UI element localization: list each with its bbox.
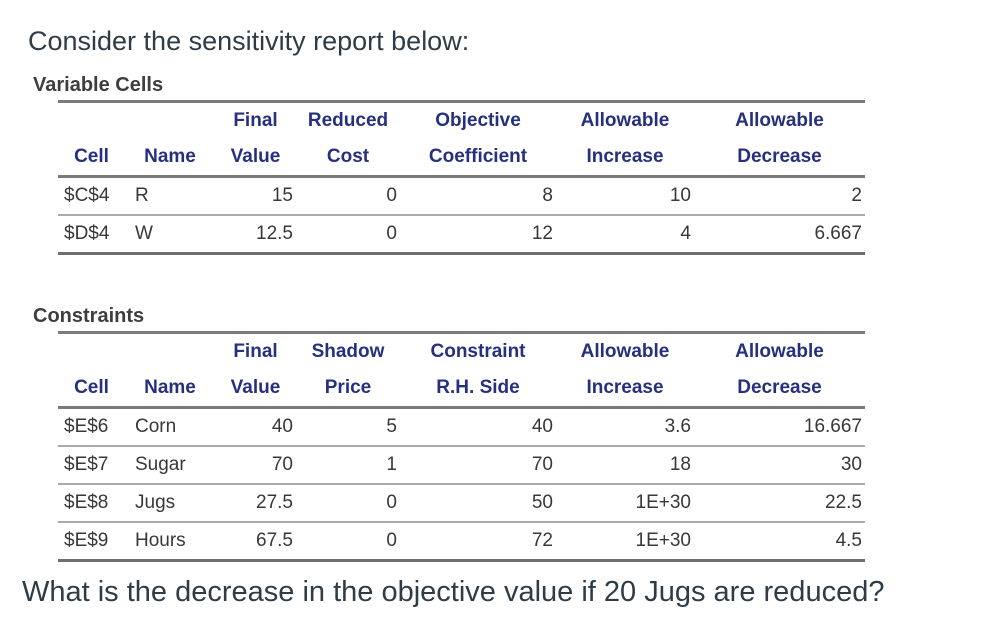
table-cell: 3.6 [556,407,694,447]
table-cell: 6.667 [814,223,862,244]
column-header [58,333,125,371]
table-cell: 72 [531,530,553,551]
table-cell: 8 [400,176,556,216]
table-cell: Hours [135,530,186,551]
column-header: Allowable [735,341,824,362]
question-text: What is the decrease in the objective va… [22,576,885,608]
column-header: Objective [435,110,521,131]
constraints-table: Final Shadow Constraint Allowable Allowa… [58,331,865,562]
table-cell: 0 [296,176,400,216]
header-row-top: Final Shadow Constraint Allowable Allowa… [58,333,865,371]
table-cell: 16.667 [694,407,865,447]
table-cell: 0 [296,484,400,523]
variable-cells-table: Final Reduced Objective Allowable Allowa… [58,100,865,255]
column-header [125,333,215,371]
table-cell: 5 [296,407,400,447]
table-row: $E$9 Hours 67.5 0 72 1E+30 4.5 [58,522,865,561]
column-header: Cost [296,139,400,178]
table-row: $E$6 Corn 40 5 40 3.6 16.667 [58,407,865,447]
table-cell: Jugs [125,484,215,523]
table-cell: 15 [215,176,296,216]
table-cell: 1E+30 [635,530,691,551]
column-header: Constraint [430,341,526,362]
column-header: Name [125,370,215,409]
table-row: $E$8 Jugs 27.5 0 50 1E+30 22.5 [58,484,865,523]
intro-text: Consider the sensitivity report below: [28,26,470,56]
table-cell: R [125,176,215,216]
table-row: $C$4 R 15 0 8 10 2 [58,176,865,216]
column-header: Value [215,370,296,409]
table-cell: 27.5 [215,484,296,523]
constraints-section-label: Constraints [33,305,145,327]
table-cell: 1E+30 [556,484,694,523]
table-cell: $E$8 [58,484,125,523]
column-header: Shadow [311,341,385,362]
column-header: Increase [556,139,694,178]
table-cell: 40 [215,407,296,447]
table-cell: 30 [694,446,865,485]
column-header [125,102,215,140]
header-row-top: Final Reduced Objective Allowable Allowa… [58,102,865,140]
column-header: Value [215,139,296,178]
table-cell: $E$6 [58,407,125,447]
column-header: Increase [556,370,694,409]
table-cell: 50 [400,484,556,523]
column-header: Coefficient [400,139,556,178]
column-header: Allowable [580,110,670,131]
table-cell: 4.5 [835,530,862,551]
table-cell: 12.5 [256,223,293,244]
table-row: $E$7 Sugar 70 1 70 18 30 [58,446,865,485]
column-header: Decrease [694,139,865,178]
table-cell: 0 [386,223,397,244]
table-cell: 22.5 [694,484,865,523]
column-header: Decrease [694,370,865,409]
table-cell: $D$4 [64,223,110,244]
table-cell: 12 [531,223,553,244]
table-cell: $E$7 [58,446,125,485]
table-cell: $C$4 [58,176,125,216]
column-header: Allowable [735,110,824,131]
table-cell: Corn [125,407,215,447]
table-cell: 1 [296,446,400,485]
column-header: R.H. Side [400,370,556,409]
column-header: Final [233,341,278,362]
table-row: $D$4 W 12.5 0 12 4 6.667 [58,215,865,254]
variable-cells-section-label: Variable Cells [33,74,164,96]
table-cell: Sugar [125,446,215,485]
column-header: Allowable [580,341,670,362]
column-header: Price [296,370,400,409]
table-cell: W [135,223,153,244]
table-cell: 70 [215,446,296,485]
column-header: Cell [58,139,125,178]
header-row-bottom: Cell Name Value Cost Coefficient Increas… [58,139,865,178]
table-cell: 4 [680,223,691,244]
table-cell: $E$9 [64,530,109,551]
column-header: Name [125,139,215,178]
table-cell: 2 [694,176,865,216]
column-header [58,102,125,140]
header-row-bottom: Cell Name Value Price R.H. Side Increase… [58,370,865,409]
column-header: Cell [58,370,125,409]
table-cell: 10 [556,176,694,216]
table-cell: 0 [386,530,397,551]
table-cell: 70 [400,446,556,485]
column-header: Reduced [307,110,389,131]
table-cell: 67.5 [256,530,293,551]
table-cell: 40 [400,407,556,447]
table-cell: 18 [556,446,694,485]
column-header: Final [233,110,278,131]
